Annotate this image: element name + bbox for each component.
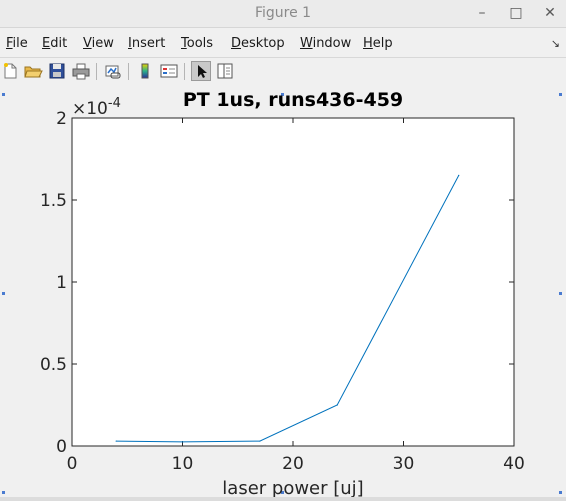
menu-overflow-icon[interactable]: ↘ xyxy=(550,37,560,50)
window-title: Figure 1 xyxy=(254,5,312,21)
selection-handle[interactable] xyxy=(2,292,5,295)
x-axis-label: laser power [uj] xyxy=(222,478,363,499)
x-tick-label: 20 xyxy=(282,454,304,474)
plot-area[interactable] xyxy=(71,117,515,447)
menu-insert[interactable]: Insert xyxy=(128,36,165,51)
menu-help-rest: elp xyxy=(372,36,393,51)
insert-colorbar-icon[interactable] xyxy=(135,61,155,81)
menu-help-key: H xyxy=(363,36,373,51)
selection-handle[interactable] xyxy=(559,93,562,96)
menu-tools-key: T xyxy=(181,36,187,51)
menu-view-key: V xyxy=(83,36,92,51)
toolbar-separator xyxy=(96,63,97,80)
insert-legend-icon[interactable] xyxy=(159,61,179,81)
y-tick-label: 2 xyxy=(56,109,67,129)
selection-handle[interactable] xyxy=(2,93,5,96)
menu-window[interactable]: Window xyxy=(300,36,351,51)
menu-tools[interactable]: Tools xyxy=(181,36,213,51)
data-points xyxy=(115,174,460,443)
menu-file-rest: ile xyxy=(12,36,28,51)
new-figure-icon[interactable] xyxy=(0,61,20,81)
save-icon[interactable] xyxy=(47,61,67,81)
y-tick-label: 1 xyxy=(56,273,67,293)
menu-help[interactable]: Help xyxy=(363,36,393,51)
selection-handle[interactable] xyxy=(559,491,562,494)
minimize-icon[interactable]: – xyxy=(478,5,486,21)
x-tick-label: 40 xyxy=(503,454,525,474)
y-tick-label: 1.5 xyxy=(40,191,67,211)
property-inspector-icon[interactable] xyxy=(215,61,235,81)
menu-file[interactable]: File xyxy=(6,36,28,51)
data-point xyxy=(115,440,117,442)
menu-file-key: F xyxy=(6,36,13,51)
selection-handle[interactable] xyxy=(559,292,562,295)
selection-handle[interactable] xyxy=(2,491,5,494)
data-point xyxy=(181,441,184,443)
menu-insert-rest: nsert xyxy=(131,36,166,51)
y-exponent-label: ×10-4 xyxy=(72,96,121,119)
menu-desktop-key: D xyxy=(231,36,242,51)
menu-window-key: W xyxy=(300,36,313,51)
figure-bottom-edge xyxy=(0,497,566,501)
maximize-icon[interactable]: □ xyxy=(509,5,523,21)
menu-insert-key: I xyxy=(128,36,132,51)
menu-view-rest: iew xyxy=(91,36,114,51)
menu-tools-rest: ools xyxy=(186,36,214,51)
close-icon[interactable]: ✕ xyxy=(544,5,556,21)
y-tick-label: 0.5 xyxy=(40,355,67,375)
window-titlebar[interactable]: Figure 1 – □ ✕ xyxy=(0,0,566,28)
selection-handle[interactable] xyxy=(281,93,284,96)
tick-marks xyxy=(71,117,515,447)
menu-desktop-rest: esktop xyxy=(241,36,285,51)
menu-window-rest: indow xyxy=(312,36,352,51)
toolbar-separator xyxy=(184,63,185,80)
x-tick-label: 10 xyxy=(172,454,194,474)
y-tick-label: 0 xyxy=(56,437,67,457)
menu-bar: File Edit View Insert Tools Desktop Wind… xyxy=(0,33,566,55)
x-tick-label: 30 xyxy=(393,454,415,474)
menu-edit[interactable]: Edit xyxy=(42,36,67,51)
x-tick-label: 0 xyxy=(67,454,78,474)
data-point xyxy=(259,440,261,442)
y-exponent-power: -4 xyxy=(108,96,121,111)
menu-edit-rest: dit xyxy=(50,36,68,51)
tick-labels: 0 10 20 30 40 0 0.5 1 1.5 2 xyxy=(40,109,525,474)
data-point xyxy=(458,174,460,176)
edit-plot-icon[interactable] xyxy=(191,61,211,81)
data-point xyxy=(336,404,338,406)
open-file-icon[interactable] xyxy=(23,61,43,81)
menu-edit-key: E xyxy=(42,36,51,51)
toolbar-separator xyxy=(128,63,129,80)
link-plot-icon[interactable] xyxy=(103,61,123,81)
chart-title: PT 1us, runs436-459 xyxy=(183,89,403,111)
menu-view[interactable]: View xyxy=(83,36,114,51)
print-icon[interactable] xyxy=(71,61,91,81)
y-exponent-base: ×10 xyxy=(72,99,108,119)
selection-handle[interactable] xyxy=(281,491,284,494)
menu-desktop[interactable]: Desktop xyxy=(231,36,285,51)
